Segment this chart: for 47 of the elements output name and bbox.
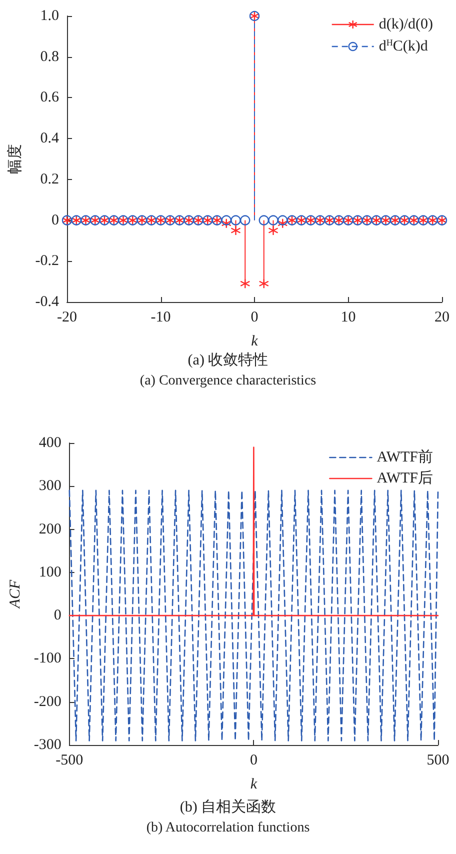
point	[258, 215, 269, 226]
y-tick-label: -300	[34, 737, 62, 753]
legend-label: AWTF后	[376, 470, 434, 486]
x-axis-title: k	[250, 776, 258, 792]
point	[221, 218, 232, 228]
text: (a) 收敛特性	[188, 352, 268, 368]
text: (b) 自相关函数	[180, 798, 276, 816]
point	[240, 215, 250, 226]
y-tick-label: 0.2	[40, 171, 59, 188]
y-tick-label: -0.2	[35, 253, 59, 270]
y-tick-label: 400	[38, 435, 62, 451]
x-tick-label: -10	[150, 310, 171, 326]
point	[230, 225, 241, 236]
y-tick-label: -200	[34, 694, 62, 710]
y-tick-label: -0.4	[35, 294, 60, 310]
y-tick-label: 0.8	[40, 48, 59, 65]
legend-label: AWTF前	[376, 448, 434, 466]
y-tick-label: 0	[54, 608, 62, 624]
y-tick-label: 200	[38, 521, 62, 538]
y-tick-label: 0.4	[40, 130, 60, 147]
x-tick-label: 500	[426, 752, 450, 768]
point	[240, 278, 250, 289]
text: (b) Autocorrelation functions	[146, 820, 310, 836]
x-tick-label: 10	[340, 310, 356, 326]
point	[258, 278, 269, 289]
point	[278, 215, 288, 226]
point	[268, 225, 278, 236]
y-tick-label: 300	[38, 478, 62, 494]
y-tick-label: 100	[38, 564, 62, 580]
x-tick-label: 0	[250, 310, 258, 326]
point	[268, 215, 278, 226]
text: (a) Convergence characteristics	[140, 374, 316, 388]
point	[278, 218, 288, 228]
y-axis-title: ACF	[8, 579, 24, 610]
x-tick-label: 20	[434, 310, 450, 326]
point	[221, 215, 232, 226]
legend-label: d(k)/d(0)	[378, 16, 434, 32]
x-tick-label: -500	[56, 752, 84, 768]
y-tick-label: 0.6	[40, 90, 60, 106]
x-tick-label: 0	[250, 752, 258, 768]
y-tick-label: 1.0	[40, 8, 59, 24]
y-tick-label: -100	[34, 650, 62, 667]
y-tick-label: 0	[52, 212, 59, 228]
x-tick-label: -20	[57, 310, 77, 326]
point	[230, 215, 241, 226]
y-axis-title: 幅度	[6, 144, 24, 174]
x-axis-title: k	[251, 334, 258, 350]
